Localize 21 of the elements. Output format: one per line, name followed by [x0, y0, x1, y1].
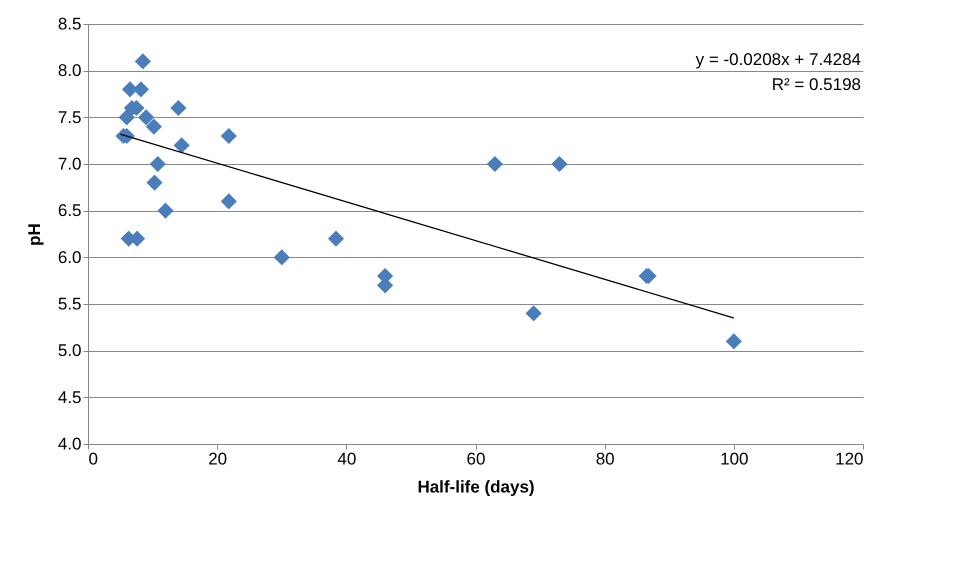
- x-tick-label: 120: [835, 450, 864, 468]
- y-tick-label: 5.0: [58, 341, 82, 360]
- y-tick-label: 7.0: [58, 154, 82, 174]
- y-tick-label: 8.5: [58, 14, 82, 34]
- annotation: y = -0.0208x + 7.4284: [696, 50, 861, 69]
- x-tick-label: 100: [720, 450, 749, 468]
- y-tick-label: 7.5: [58, 108, 82, 127]
- x-tick-label: 20: [208, 450, 228, 468]
- y-tick-label: 4.5: [58, 388, 82, 407]
- x-tick-label: 60: [466, 450, 486, 468]
- annotation: R² = 0.5198: [772, 75, 861, 94]
- x-tick-label: 0: [88, 450, 98, 468]
- y-tick-label: 5.5: [58, 294, 82, 314]
- x-axis-title: Half-life (days): [417, 478, 535, 496]
- x-tick-label: 40: [337, 450, 356, 468]
- y-axis-title: pH: [24, 223, 44, 246]
- y-tick-label: 6.5: [58, 201, 82, 220]
- y-tick-label: 4.0: [58, 434, 82, 454]
- y-tick-label: 8.0: [58, 61, 82, 80]
- x-tick-label: 80: [596, 450, 615, 468]
- y-tick-label: 6.0: [58, 248, 82, 267]
